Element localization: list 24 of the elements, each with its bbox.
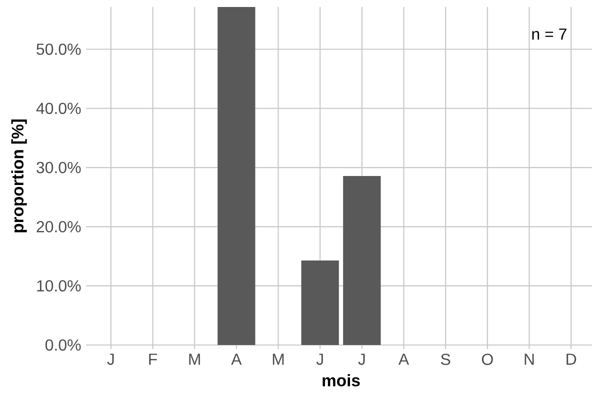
x-tick-label: M	[272, 354, 284, 365]
annotation: n = 7	[532, 28, 566, 40]
y-tick-label: 20.0%	[36, 221, 81, 232]
y-tick-label: 30.0%	[36, 162, 81, 174]
x-tick-label: F	[149, 354, 157, 365]
x-tick-label: A	[398, 354, 410, 365]
y-tick-label: 0.0%	[45, 339, 81, 351]
bar	[218, 6, 256, 345]
bar	[343, 176, 381, 345]
bar	[301, 260, 339, 345]
x-tick-label: O	[482, 354, 493, 366]
y-tick-label: 50.0%	[36, 44, 81, 55]
x-tick-label: J	[316, 354, 323, 365]
x-tick-label: J	[107, 354, 114, 365]
y-axis-title: proportion [%]	[11, 120, 27, 232]
x-tick-label: N	[524, 354, 534, 365]
y-tick-label: 10.0%	[37, 280, 81, 292]
x-axis-title: mois	[322, 374, 360, 386]
y-tick-label: 40.0%	[36, 102, 81, 114]
x-tick-label: S	[440, 354, 450, 366]
x-tick-label: A	[231, 354, 242, 365]
x-tick-label: J	[358, 354, 365, 365]
x-tick-label: D	[566, 354, 576, 365]
x-tick-label: M	[189, 354, 200, 365]
